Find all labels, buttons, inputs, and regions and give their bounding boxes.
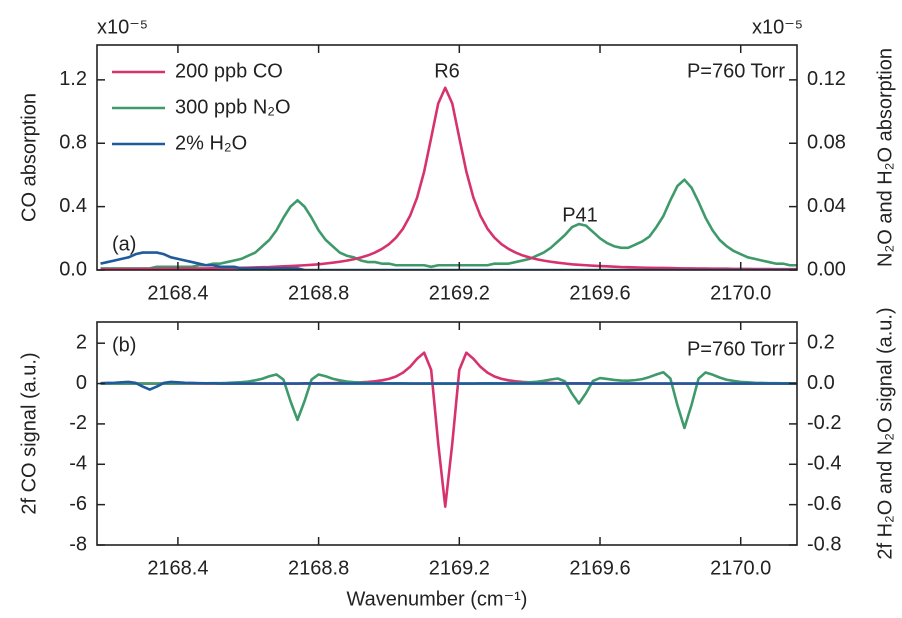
annotation: R6: [434, 60, 460, 82]
plot-frame: [96, 321, 798, 546]
data-line: [100, 370, 797, 430]
y2-tick-label: -0.2: [807, 412, 841, 434]
annotation: P41: [562, 204, 598, 226]
x-tick-label: 2169.6: [569, 557, 630, 579]
legend-label: 2% H₂O: [175, 132, 247, 154]
y2-tick-label: -0.6: [807, 493, 841, 515]
panel-label: (a): [112, 233, 136, 255]
y2-tick-label: 0.0: [807, 372, 835, 394]
data-line: [100, 351, 797, 508]
x-tick-label: 2169.2: [429, 282, 490, 304]
y-multiplier: x10⁻⁵: [97, 16, 148, 38]
panel-label: (b): [112, 334, 136, 356]
x-axis-label: Wavenumber (cm⁻¹): [347, 588, 528, 610]
plot-frame: [96, 44, 798, 271]
y2-tick-label: 0.2: [807, 331, 835, 353]
legend-label: 200 ppb CO: [175, 60, 283, 82]
y-tick-label: 2: [76, 331, 87, 353]
y-tick-label: 0.8: [59, 132, 87, 154]
data-line: [100, 86, 797, 270]
y-tick-label: 0.0: [59, 258, 87, 280]
y2-tick-label: 0.12: [807, 68, 846, 90]
data-line: [100, 251, 797, 270]
y-tick-label: 1.2: [59, 68, 87, 90]
y-tick-label: -4: [69, 453, 87, 475]
y-tick-label: 0: [76, 372, 87, 394]
x-tick-label: 2168.8: [288, 282, 349, 304]
x-tick-label: 2169.2: [429, 557, 490, 579]
data-line: [100, 380, 797, 391]
y2-tick-label: -0.8: [807, 533, 841, 555]
y2-tick-label: 0.00: [807, 258, 846, 280]
x-tick-label: 2168.4: [147, 282, 208, 304]
y2-tick-label: -0.4: [807, 453, 841, 475]
y-axis-label: CO absorption: [18, 93, 40, 222]
x-tick-label: 2169.6: [569, 282, 630, 304]
y-tick-label: -6: [69, 493, 87, 515]
legend-label: 300 ppb N₂O: [175, 96, 291, 118]
y-axis-label: 2f CO signal (a.u.): [18, 352, 40, 514]
y2-axis-label: 2f H₂O and N₂O signal (a.u.): [874, 307, 896, 559]
annotation: P=760 Torr: [687, 60, 785, 82]
annotation: P=760 Torr: [687, 338, 785, 360]
y2-multiplier: x10⁻⁵: [752, 16, 803, 38]
y-tick-label: 0.4: [59, 195, 87, 217]
data-line: [100, 178, 797, 270]
y-tick-label: -8: [69, 533, 87, 555]
x-tick-label: 2168.8: [288, 557, 349, 579]
y-tick-label: -2: [69, 412, 87, 434]
y2-tick-label: 0.04: [807, 195, 846, 217]
y2-axis-label: N₂O and H₂O absorption: [874, 48, 896, 267]
x-tick-label: 2168.4: [147, 557, 208, 579]
y2-tick-label: 0.08: [807, 132, 846, 154]
x-tick-label: 2170.0: [710, 557, 771, 579]
x-tick-label: 2170.0: [710, 282, 771, 304]
